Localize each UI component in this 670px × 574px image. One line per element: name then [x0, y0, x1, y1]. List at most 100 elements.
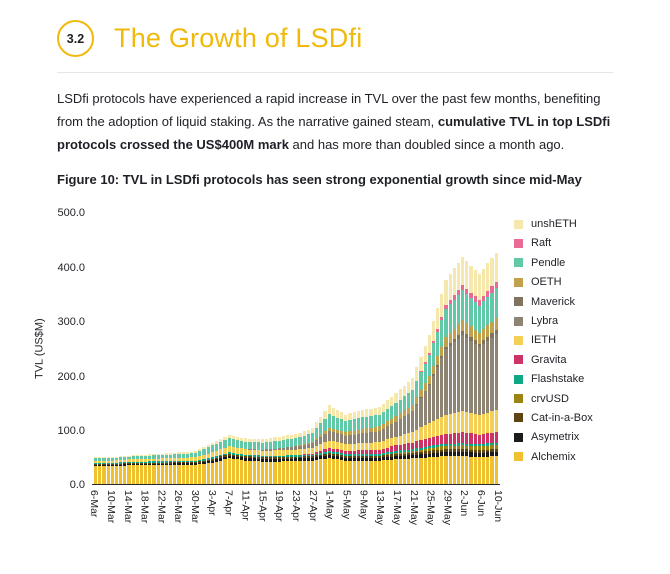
bar-segment: [185, 457, 189, 461]
bar-segment: [390, 454, 394, 457]
bar-segment: [98, 457, 102, 459]
bar-segment: [256, 457, 260, 459]
bar-segment: [440, 293, 444, 317]
bar-segment: [406, 433, 411, 444]
bar-segment: [252, 449, 256, 456]
bar-segment: [202, 460, 206, 462]
bar-segment: [265, 442, 269, 450]
bar-segment: [252, 461, 256, 485]
bar-segment: [227, 458, 231, 485]
bar-segment: [406, 413, 411, 434]
bar-segment: [102, 462, 106, 464]
bar-segment: [444, 349, 448, 415]
bar-segment: [461, 290, 465, 321]
bar-segment: [335, 449, 340, 453]
bar-segment: [302, 456, 306, 459]
bar-segment: [194, 460, 198, 463]
bar-segment: [369, 455, 373, 458]
bar-segment: [469, 449, 473, 453]
stacked-bar: [486, 213, 490, 485]
bar-segment: [473, 452, 477, 458]
stacked-bar: [477, 213, 481, 485]
bar-segment: [373, 449, 377, 455]
x-tick-label: 6-Mar: [88, 490, 101, 518]
bar-segment: [269, 450, 273, 456]
x-tick-label: 7-Apr: [222, 490, 235, 517]
bar-segment: [110, 457, 114, 461]
bar-segment: [452, 433, 456, 444]
bar-segment: [377, 460, 381, 485]
bar-segment: [398, 419, 402, 436]
bar-segment: [340, 419, 344, 431]
bar-segment: [477, 300, 481, 306]
bar-segment: [244, 449, 248, 455]
bar-segment: [340, 455, 344, 458]
x-tick-label: 6-Jun: [475, 490, 488, 517]
stacked-bar: [189, 213, 194, 485]
bar-segment: [394, 421, 398, 437]
bar-segment: [436, 367, 440, 419]
bar-segment: [185, 464, 189, 485]
bar-segment: [327, 450, 331, 453]
bar-segment: [398, 413, 402, 419]
bar-segment: [219, 454, 223, 457]
stacked-bar: [210, 213, 214, 485]
bar-segment: [219, 441, 223, 450]
bar-segment: [327, 458, 331, 485]
bar-segment: [390, 456, 394, 460]
bar-segment: [164, 460, 169, 463]
bar-segment: [294, 438, 298, 447]
stacked-bar: [206, 213, 210, 485]
bar-segment: [306, 457, 310, 461]
bar-segment: [444, 304, 448, 309]
bar-segment: [486, 443, 490, 446]
bar-segment: [348, 460, 352, 485]
bar-segment: [469, 445, 473, 450]
bar-segment: [177, 452, 181, 455]
bar-segment: [423, 457, 427, 485]
bar-segment: [144, 455, 148, 459]
bar-segment: [294, 461, 298, 485]
stacked-bar: [327, 213, 331, 485]
bar-segment: [415, 458, 419, 485]
bar-segment: [398, 452, 402, 454]
bar-segment: [436, 365, 440, 368]
bar-segment: [477, 415, 481, 435]
bar-segment: [348, 420, 352, 432]
legend-item: Flashstake: [514, 370, 593, 389]
legend-label: OETH: [531, 276, 562, 289]
bar-segment: [386, 454, 390, 455]
bar-segment: [198, 451, 202, 457]
bar-segment: [110, 460, 114, 463]
bar-segment: [377, 457, 381, 461]
bar-segment: [469, 412, 473, 434]
bar-segment: [444, 414, 448, 435]
bar-segment: [223, 459, 227, 485]
bar-segment: [377, 431, 381, 443]
bar-segment: [240, 440, 244, 449]
bar-segment: [398, 450, 402, 453]
bar-segment: [390, 451, 394, 454]
bar-segment: [235, 439, 240, 448]
stacked-bar: [381, 213, 386, 485]
bar-segment: [473, 446, 477, 450]
legend-label: Alchemix: [531, 450, 576, 463]
bar-segment: [490, 449, 494, 453]
bar-segment: [319, 459, 323, 485]
bar-segment: [452, 342, 456, 413]
bar-segment: [373, 454, 377, 456]
bar-segment: [477, 274, 481, 301]
bar-segment: [361, 417, 365, 430]
section-number: 3.2: [66, 31, 85, 46]
bar-segment: [411, 449, 415, 452]
bar-segment: [456, 262, 461, 290]
plot-column: 6-Mar 10-Mar 14-Mar 18-Mar 22-Mar 26-Mar 30-Ma…: [88, 213, 504, 545]
bar-segment: [356, 434, 360, 444]
bar-segment: [290, 438, 294, 447]
bar-segment: [444, 445, 448, 450]
bar-segment: [298, 454, 302, 457]
bar-segment: [281, 455, 285, 458]
bar-segment: [373, 457, 377, 461]
bar-segment: [348, 454, 352, 456]
bar-segment: [265, 438, 269, 443]
